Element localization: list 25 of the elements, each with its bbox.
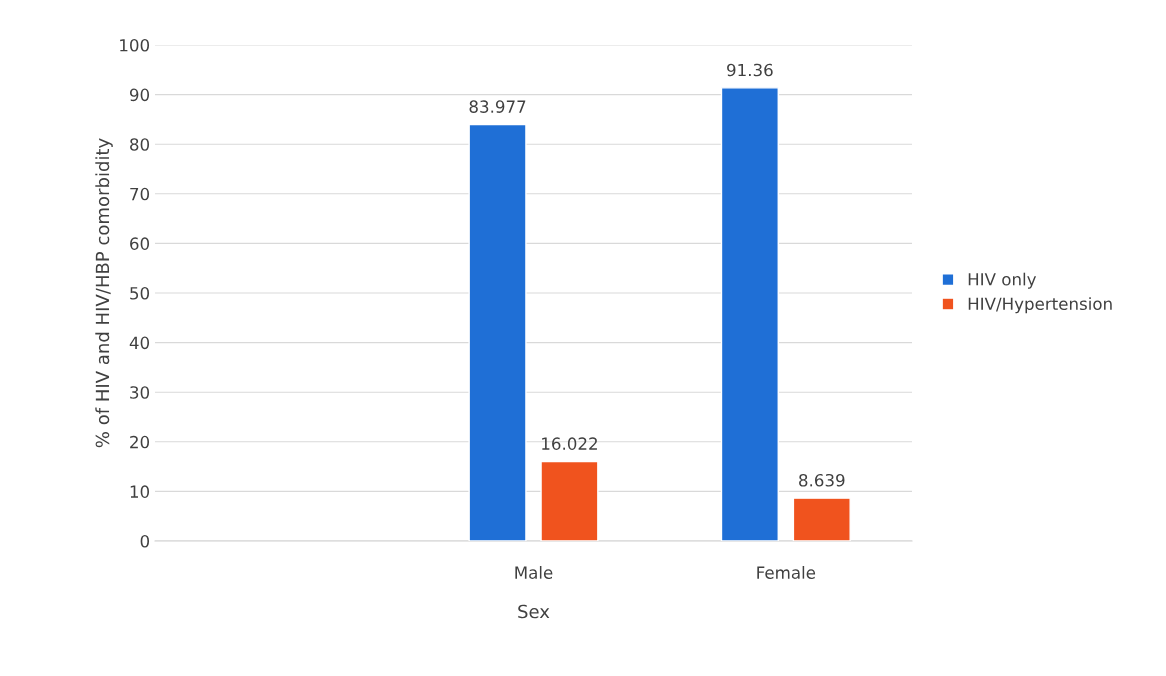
y-tick-label: 0: [140, 534, 150, 548]
data-label: 91.36: [727, 63, 773, 77]
y-tick-label: 50: [130, 286, 150, 300]
legend-label: HIV/Hypertension: [968, 297, 1112, 314]
y-tick-label: 100: [120, 38, 150, 52]
x-tick-label: Female: [757, 566, 816, 579]
data-label: 83.977: [469, 100, 526, 113]
y-tick-label: 90: [129, 88, 150, 102]
y-tick-label: 40: [129, 336, 150, 350]
y-tick-label: 70: [130, 187, 150, 201]
bar: [792, 497, 851, 541]
data-label: 8.639: [799, 473, 845, 487]
bar: [468, 123, 527, 541]
y-axis-title: % of HIV and HIV/HBP comorbidity: [95, 138, 113, 448]
x-axis-title: Sex: [518, 604, 550, 619]
bar: [540, 460, 599, 541]
y-tick-label: 30: [130, 386, 150, 399]
legend-label: HIV only: [968, 272, 1037, 289]
x-tick-label: Male: [515, 566, 553, 579]
y-tick-label: 80: [130, 138, 150, 151]
data-label: 16.022: [542, 437, 597, 450]
y-tick-label: 10: [130, 485, 150, 498]
y-tick-label: 20: [130, 435, 150, 449]
bar: [720, 87, 779, 541]
y-tick-label: 60: [130, 237, 150, 250]
